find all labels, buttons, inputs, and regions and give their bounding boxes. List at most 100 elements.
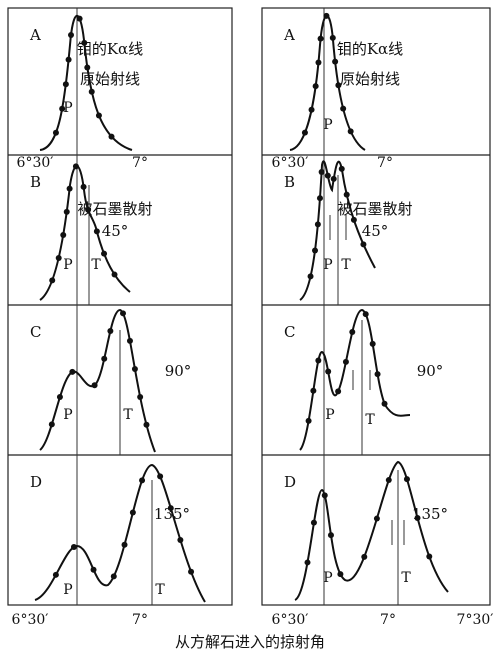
data-dot (381, 400, 388, 407)
data-dot (337, 571, 344, 578)
panel-label: C (30, 323, 41, 341)
data-dot (137, 394, 144, 401)
data-dot (63, 208, 70, 215)
data-dot (111, 271, 118, 278)
data-dot (139, 477, 146, 484)
panel-label: A (29, 26, 41, 44)
data-dot (68, 32, 75, 39)
data-dot (317, 35, 324, 42)
data-dot (131, 365, 138, 372)
panel-label: D (284, 473, 296, 491)
data-dot (301, 129, 308, 136)
data-dot (91, 382, 98, 389)
axis-label: 7° (132, 155, 148, 171)
data-dot (72, 163, 79, 170)
data-dot (349, 328, 356, 335)
data-dot (310, 387, 317, 394)
data-dot (188, 568, 195, 575)
data-dot (316, 195, 323, 202)
data-dot (59, 105, 66, 112)
data-dot (177, 537, 184, 544)
panel-label: C (284, 323, 295, 341)
peak-label: T (365, 412, 375, 428)
peak-label: P (323, 570, 332, 586)
peak-label: T (341, 257, 351, 273)
panel-title: 135° (154, 505, 190, 523)
data-dot (373, 515, 380, 522)
data-dot (312, 83, 319, 90)
data-dot (143, 421, 150, 428)
peak-label: P (63, 100, 72, 116)
data-dot (329, 34, 336, 41)
data-dot (343, 191, 350, 198)
data-dot (55, 254, 62, 261)
data-dot (311, 247, 318, 254)
data-dot (323, 12, 330, 19)
data-dot (69, 368, 76, 375)
data-dot (90, 566, 97, 573)
data-dot (110, 573, 117, 580)
panel-title: 钼的Kα线 (77, 40, 143, 58)
data-dot (347, 128, 354, 135)
panel-label: B (30, 173, 41, 191)
data-dot (374, 371, 381, 378)
axis-label: 7°30′ (457, 612, 494, 628)
data-dot (85, 206, 92, 213)
data-dot (167, 505, 174, 512)
data-dot (101, 250, 108, 257)
data-dot (335, 82, 342, 89)
panel-title: 135° (412, 505, 448, 523)
panel-title: 原始射线 (80, 70, 140, 88)
data-dot (48, 421, 55, 428)
peak-label: T (91, 257, 101, 273)
data-dot (330, 175, 337, 182)
panel-title: 45° (362, 222, 389, 240)
axis-label: 7° (132, 612, 148, 628)
data-dot (361, 553, 368, 560)
data-dot (84, 64, 91, 71)
peak-label: P (323, 117, 332, 133)
data-dot (325, 368, 332, 375)
peak-label: P (63, 582, 72, 598)
data-dot (56, 394, 63, 401)
data-dot (342, 358, 349, 365)
peak-label: T (123, 407, 133, 423)
data-dot (121, 541, 128, 548)
axis-label: 6°30′ (272, 612, 309, 628)
data-dot (362, 311, 369, 318)
data-dot (385, 477, 392, 484)
data-dot (360, 241, 367, 248)
curves (34, 14, 449, 603)
data-dot (62, 81, 69, 88)
peak-label: T (401, 570, 411, 586)
data-dot (70, 543, 77, 550)
axis-label: 7° (377, 155, 393, 171)
data-dot (350, 216, 357, 223)
data-dot (65, 56, 72, 63)
data-dot (80, 183, 87, 190)
panel-label: D (30, 473, 42, 491)
data-dot (321, 492, 328, 499)
peak-label: T (155, 582, 165, 598)
data-dot (403, 476, 410, 483)
data-dot (88, 88, 95, 95)
panel-title: 原始射线 (340, 70, 400, 88)
panel-title: 被石墨散射 (337, 200, 412, 218)
data-dot (49, 277, 56, 284)
frames (7, 7, 491, 606)
data-dot (369, 340, 376, 347)
data-dot (304, 559, 311, 566)
data-dot (81, 39, 88, 46)
data-dot (426, 553, 433, 560)
data-dot (108, 133, 115, 140)
data-dot (318, 168, 325, 175)
panel-label: B (284, 173, 295, 191)
data-dot (126, 337, 133, 344)
data-dot (327, 532, 334, 539)
panel-title: 被石墨散射 (77, 200, 152, 218)
data-dot (129, 509, 136, 516)
data-dot (332, 58, 339, 65)
data-dot (335, 388, 342, 395)
axis-label: 6°30′ (17, 155, 54, 171)
